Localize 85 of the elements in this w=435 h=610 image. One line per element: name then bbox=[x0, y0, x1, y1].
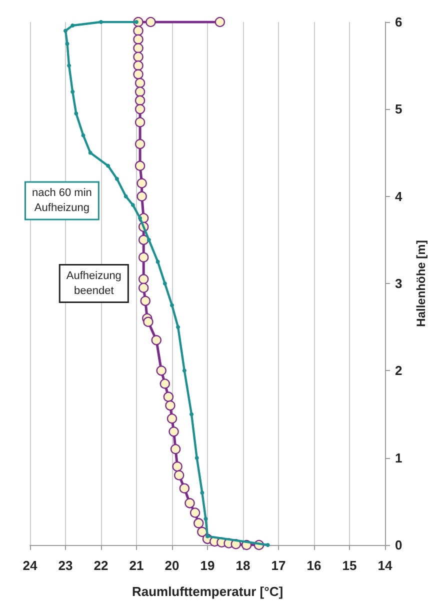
point bbox=[106, 164, 110, 168]
point bbox=[172, 461, 182, 472]
point bbox=[266, 543, 270, 547]
point bbox=[146, 16, 156, 28]
y-tick-label: 1 bbox=[395, 450, 402, 466]
point bbox=[170, 444, 181, 454]
point bbox=[138, 274, 149, 284]
point bbox=[134, 95, 146, 106]
point bbox=[64, 28, 68, 33]
point bbox=[74, 112, 78, 116]
point bbox=[124, 194, 128, 198]
point bbox=[130, 203, 135, 208]
point bbox=[179, 483, 190, 494]
y-tick-label: 2 bbox=[395, 363, 402, 378]
x-tick-label: 22 bbox=[94, 558, 108, 573]
point bbox=[70, 23, 75, 28]
point bbox=[133, 26, 144, 36]
y-tick-label: 6 bbox=[395, 14, 402, 30]
x-tick-label: 21 bbox=[129, 558, 144, 573]
x-tick-label: 17 bbox=[271, 558, 286, 573]
point bbox=[214, 16, 226, 28]
point bbox=[151, 335, 162, 346]
x-tick-label: 24 bbox=[22, 558, 38, 573]
point bbox=[114, 176, 119, 181]
point bbox=[204, 516, 208, 521]
series-label: Aufheizung beendet bbox=[66, 270, 122, 297]
point bbox=[67, 64, 72, 68]
x-tick-label: 14 bbox=[378, 558, 393, 573]
point bbox=[136, 178, 147, 188]
point bbox=[174, 470, 184, 480]
point bbox=[163, 392, 174, 402]
point bbox=[168, 426, 179, 437]
y-tick-label: 0 bbox=[395, 538, 402, 552]
text: nach 60 min Aufheizung bbox=[32, 187, 92, 214]
point bbox=[206, 534, 210, 538]
point bbox=[138, 252, 149, 262]
point bbox=[146, 238, 151, 242]
x-axis-title: Raumlufttemperatur [°C] bbox=[132, 584, 284, 599]
point bbox=[165, 400, 176, 411]
y-axis-title: Hallenhöhe [m] bbox=[414, 240, 428, 327]
point bbox=[162, 282, 167, 286]
point bbox=[194, 518, 204, 528]
x-tick-label: 16 bbox=[306, 558, 322, 573]
point bbox=[88, 150, 92, 155]
point bbox=[156, 260, 160, 264]
point bbox=[156, 366, 166, 376]
point bbox=[134, 104, 146, 114]
point bbox=[99, 20, 103, 24]
point bbox=[182, 368, 186, 373]
point bbox=[133, 52, 144, 62]
point bbox=[190, 412, 194, 416]
point bbox=[190, 508, 200, 518]
y-tick-label: 3 bbox=[395, 276, 402, 291]
point bbox=[160, 378, 170, 389]
point bbox=[138, 216, 142, 220]
x-tick-label: 20 bbox=[164, 558, 180, 573]
x-tick-label: 23 bbox=[58, 558, 73, 573]
point bbox=[133, 60, 144, 71]
point bbox=[133, 69, 144, 80]
point bbox=[136, 191, 147, 202]
point bbox=[134, 86, 146, 97]
point bbox=[200, 490, 204, 495]
point bbox=[138, 234, 149, 246]
point bbox=[134, 160, 146, 171]
x-tick-label: 15 bbox=[342, 558, 357, 573]
point bbox=[81, 133, 86, 138]
x-tick-label: 18 bbox=[236, 558, 250, 573]
point bbox=[194, 456, 199, 460]
point bbox=[65, 42, 70, 46]
point bbox=[166, 414, 178, 424]
point bbox=[176, 325, 180, 330]
x-tick-label: 19 bbox=[200, 558, 215, 573]
point bbox=[133, 43, 144, 54]
y-tick-label: 5 bbox=[395, 102, 402, 117]
point bbox=[184, 498, 195, 508]
point bbox=[138, 282, 149, 293]
point bbox=[134, 117, 146, 128]
y-tick-label: 4 bbox=[395, 188, 403, 204]
point bbox=[133, 34, 144, 45]
point bbox=[170, 303, 174, 308]
point bbox=[134, 138, 146, 150]
point bbox=[140, 296, 150, 306]
point bbox=[134, 78, 146, 88]
point bbox=[70, 90, 75, 94]
point bbox=[143, 316, 154, 327]
